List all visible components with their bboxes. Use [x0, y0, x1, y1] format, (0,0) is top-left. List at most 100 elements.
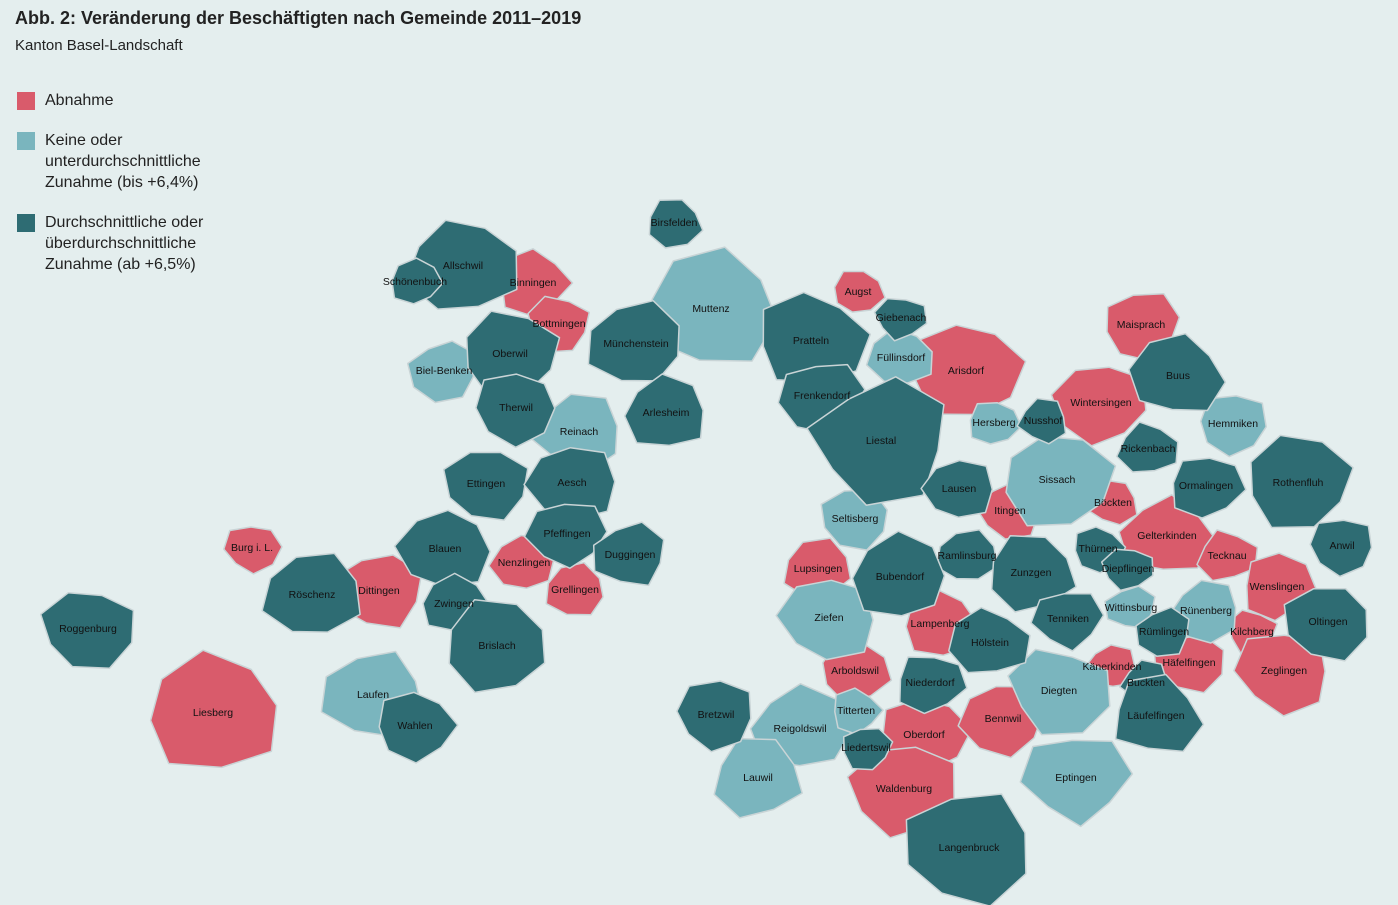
municipality-label: Ormalingen	[1179, 480, 1233, 492]
municipality-label: Oberwil	[492, 348, 528, 360]
municipality	[1250, 434, 1354, 529]
municipality	[842, 727, 894, 771]
municipality-label: Liesberg	[193, 707, 233, 719]
municipality	[465, 310, 561, 397]
legend: Abnahme Keine oder unterdurchschnittliche…	[17, 90, 237, 294]
municipality	[1114, 673, 1205, 753]
municipality-label: Oltingen	[1308, 616, 1347, 628]
legend-label: Durchschnittliche oder überdurchschnittl…	[45, 214, 204, 273]
municipality-label: Rickenbach	[1121, 443, 1176, 455]
municipality	[587, 299, 680, 382]
municipality	[1309, 519, 1373, 578]
municipality	[713, 737, 803, 819]
legend-item: Keine oder unterdurchschnittliche Zunahm…	[17, 130, 237, 193]
legend-label: Abnahme	[45, 92, 114, 109]
municipality-label: Wittinsburg	[1105, 602, 1158, 614]
municipality	[834, 687, 884, 736]
municipality-label: Röschenz	[289, 589, 336, 601]
municipality-labels: Binningen Bottmingen Burg i. L. Dittingen Ne…	[59, 217, 1354, 854]
municipality-label: Waldenburg	[876, 783, 932, 795]
municipality-label: Dittingen	[358, 585, 400, 597]
municipality	[806, 376, 945, 506]
municipality	[1196, 529, 1259, 582]
municipality	[223, 526, 283, 575]
municipality-label: Reinach	[560, 426, 599, 438]
title: Abb. 2: Veränderung der Beschäftigten na…	[15, 8, 582, 28]
municipality-label: Augst	[845, 286, 872, 298]
municipality-label: Füllinsdorf	[877, 352, 926, 364]
municipality-label: Pratteln	[793, 335, 829, 347]
municipality	[1050, 366, 1147, 447]
municipality	[442, 451, 529, 521]
municipality-label: Diepflingen	[1102, 563, 1155, 575]
municipality-label: Burg i. L.	[231, 542, 273, 554]
municipality	[1115, 421, 1179, 473]
municipality	[851, 530, 946, 617]
municipality-label: Roggenburg	[59, 623, 117, 635]
municipality-label: Tecknau	[1207, 550, 1246, 562]
municipality	[261, 552, 361, 633]
municipality	[475, 373, 556, 449]
municipality-label: Anwil	[1329, 540, 1354, 552]
municipality-label: Känerkinden	[1083, 661, 1142, 673]
municipality	[1005, 435, 1117, 527]
municipality-label: Niederdorf	[905, 677, 954, 689]
municipality	[648, 198, 704, 249]
municipality	[1016, 397, 1067, 445]
municipality-label: Reigoldswil	[773, 723, 826, 735]
municipality-label: Therwil	[499, 402, 533, 414]
municipality	[39, 592, 135, 670]
municipality-label: Bubendorf	[876, 571, 925, 583]
municipality-label: Pfeffingen	[543, 528, 590, 540]
municipality-label: Böckten	[1094, 497, 1132, 509]
municipality-label: Zunzgen	[1011, 567, 1052, 579]
municipality-label: Brislach	[478, 640, 516, 652]
municipality-label: Hölstein	[971, 637, 1009, 649]
municipality	[391, 257, 444, 305]
municipality-label: Muttenz	[692, 303, 729, 315]
municipality-label: Lupsingen	[794, 563, 843, 575]
municipality	[1019, 739, 1134, 828]
municipality-label: Nenzlingen	[498, 557, 551, 569]
municipality	[545, 561, 604, 616]
municipality-label: Arlesheim	[643, 407, 690, 419]
municipality	[935, 528, 999, 580]
municipality	[448, 598, 546, 694]
municipality-label: Zwingen	[434, 598, 474, 610]
municipality	[1135, 606, 1190, 658]
municipality	[1172, 457, 1247, 519]
municipality-label: Thürnen	[1078, 543, 1117, 555]
municipality-label: Rünenberg	[1180, 605, 1232, 617]
municipality	[899, 656, 968, 715]
municipality	[775, 579, 874, 661]
municipality-label: Gelterkinden	[1137, 530, 1197, 542]
legend-swatch	[17, 214, 35, 232]
municipality-label: Kilchberg	[1230, 626, 1274, 638]
municipality-label: Diegten	[1041, 685, 1077, 697]
municipality-label: Lampenberg	[911, 618, 970, 630]
municipality	[969, 402, 1023, 445]
municipality	[623, 373, 704, 447]
municipality-label: Lauwil	[743, 772, 773, 784]
municipality-label: Birsfelden	[651, 217, 698, 229]
municipality-label: Bottmingen	[532, 318, 585, 330]
municipality-label: Buckten	[1127, 677, 1165, 689]
municipality-shapes	[39, 198, 1373, 905]
municipality-label: Tenniken	[1047, 613, 1089, 625]
municipality-label: Münchenstein	[603, 338, 669, 350]
municipality-label: Blauen	[429, 543, 462, 555]
municipality-label: Hersberg	[972, 417, 1015, 429]
municipality-label: Rothenfluh	[1273, 477, 1324, 489]
municipality-label: Titterten	[837, 705, 875, 717]
municipality-label: Wenslingen	[1250, 581, 1305, 593]
municipality-label: Ramlinsburg	[938, 550, 997, 562]
legend-swatch	[17, 132, 35, 150]
legend-label: Keine oder unterdurchschnittliche Zunahm…	[45, 132, 201, 191]
municipality-label: Frenkendorf	[794, 390, 851, 402]
subtitle: Kanton Basel-Landschaft	[15, 37, 183, 54]
municipality-label: Bretzwil	[698, 709, 735, 721]
municipality-label: Langenbruck	[939, 842, 1000, 854]
municipality-label: Laufen	[357, 689, 389, 701]
